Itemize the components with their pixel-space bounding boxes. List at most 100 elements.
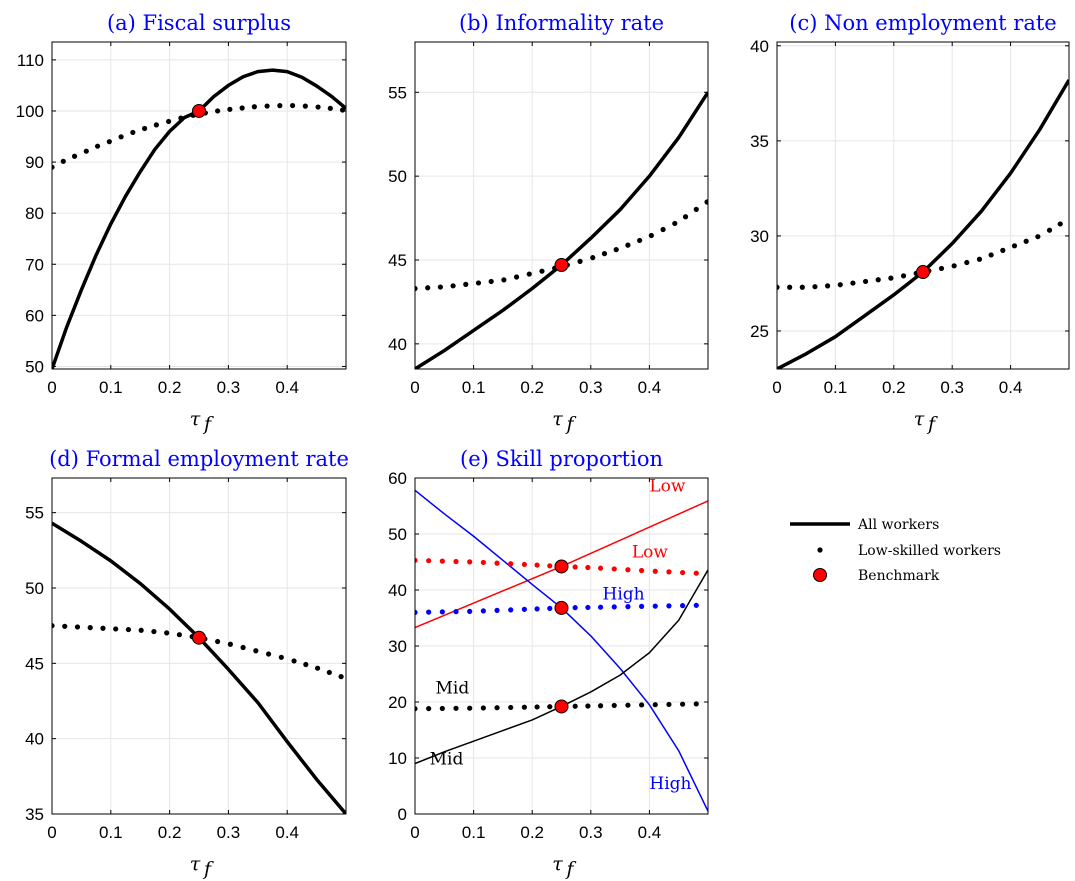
annotation-low: Low	[649, 476, 686, 496]
series-dot-black	[138, 627, 144, 633]
series-dot-black	[415, 285, 418, 292]
series-dot-black	[94, 143, 101, 149]
series-dot-black	[1011, 243, 1018, 249]
series-dot-red	[693, 570, 699, 576]
series-dot-black	[680, 701, 686, 707]
benchmark-marker	[916, 265, 930, 280]
series-dot-blue	[453, 609, 459, 615]
x-axis-label: τ	[914, 408, 925, 430]
series-dot-blue	[521, 606, 527, 612]
series-dot-black	[327, 105, 333, 111]
series-dot-red	[453, 558, 459, 565]
benchmark-marker	[192, 630, 206, 645]
series-dot-black	[118, 134, 124, 140]
y-tick-label: 40	[750, 37, 769, 56]
x-tick-label: 0.3	[940, 378, 964, 397]
series-dot-black	[597, 703, 604, 709]
y-tick-label: 50	[388, 167, 407, 186]
series-dot-black	[303, 661, 309, 668]
x-tick-label: 0.1	[462, 823, 486, 842]
panel-5: Low Low High Mid Mid High 0 0.1 0.2 0.3 0.4 0 10 20 30…	[388, 447, 709, 880]
legend-marker-low-skilled	[817, 547, 823, 553]
series-dot-blue	[693, 602, 699, 608]
x-axis-label-subscript: f	[202, 413, 214, 435]
legend-label-low-skilled: Low-skilled workers	[858, 543, 1001, 559]
series-dot-black	[613, 247, 619, 253]
series-dot-black	[314, 665, 321, 671]
plot-frame	[414, 41, 709, 370]
series-dot-black	[62, 623, 68, 629]
y-tick-label: 20	[388, 693, 407, 712]
series-dot-black	[508, 704, 514, 711]
series-dot-black	[415, 706, 418, 712]
series-dot-black	[652, 702, 658, 708]
y-tick-label: 40	[25, 730, 44, 749]
series-dot-black	[153, 122, 159, 128]
x-tick-label: 0.1	[824, 378, 848, 397]
series-dot-black	[988, 252, 994, 258]
benchmark-marker	[554, 600, 569, 615]
y-tick-label: 100	[16, 102, 44, 121]
series-dot-black	[577, 258, 583, 264]
x-tick-label: 0.1	[462, 378, 486, 397]
series-dot-black	[526, 271, 532, 277]
series-dot-black	[240, 644, 246, 651]
x-tick-label: 0.2	[158, 823, 182, 842]
series-dot-black	[534, 704, 540, 710]
y-tick-label: 90	[25, 153, 44, 172]
benchmark-marker	[192, 103, 206, 118]
y-tick-label: 0	[398, 805, 407, 824]
series-dot-blue	[439, 609, 445, 615]
series-dot-black	[83, 148, 89, 154]
series-dot-black	[215, 108, 221, 114]
legend-marker-benchmark	[813, 568, 827, 582]
y-tick-label: 45	[388, 251, 407, 270]
series-dot-black	[1057, 221, 1063, 227]
series-dot-blue	[680, 603, 686, 609]
series-dot-black	[52, 623, 55, 629]
series-dot-black	[251, 104, 257, 110]
series-dot-black	[480, 705, 486, 711]
series-dot-black	[900, 273, 907, 279]
x-tick-label: 0	[410, 378, 419, 397]
series-dot-black	[100, 625, 106, 631]
series-dot-blue	[611, 604, 617, 610]
panel-title: (d) Formal employment rate	[49, 447, 349, 471]
series-dot-black	[777, 284, 780, 290]
y-tick-label: 55	[25, 504, 44, 523]
series-dot-black	[426, 705, 432, 712]
series-dot-black	[338, 674, 344, 680]
series-dot-blue	[494, 607, 500, 613]
series-dot-black	[938, 265, 945, 272]
series-dot-black	[1000, 247, 1006, 253]
y-tick-label: 60	[388, 469, 407, 488]
x-tick-label: 0.4	[638, 823, 662, 842]
series-dot-black	[976, 256, 983, 262]
series-dot-black	[585, 703, 591, 709]
series-dot-black	[825, 283, 831, 289]
x-axis-label-subscript: f	[565, 858, 577, 880]
panel-2: 0 0.1 0.2 0.3 0.4 40 45 50 55 (b) Informality rat…	[388, 11, 709, 435]
series-dot-black	[1035, 234, 1041, 240]
panel-3: 0 0.1 0.2 0.3 0.4 25 30 35 40 (c) Non employment …	[750, 11, 1070, 435]
series-dot-black	[166, 118, 172, 125]
y-tick-label: 80	[25, 204, 44, 223]
y-tick-label: 30	[750, 227, 769, 246]
series-dot-black	[265, 651, 272, 657]
series-dot-blue	[625, 604, 631, 610]
x-tick-label: 0	[772, 378, 781, 397]
series-dot-black	[837, 282, 843, 288]
series-dot-blue	[572, 605, 578, 611]
plot-frame	[51, 477, 347, 815]
series-dot-black	[425, 285, 431, 291]
series-dot-black	[1023, 238, 1029, 244]
x-tick-label: 0.2	[520, 378, 544, 397]
series-dot-red	[521, 561, 527, 568]
series-dot-black	[437, 284, 443, 290]
series-dot-black	[52, 164, 55, 170]
y-tick-label: 35	[750, 132, 769, 151]
series-dot-black	[964, 259, 970, 266]
annotation-mid: Mid	[430, 750, 464, 770]
legend-label-benchmark: Benchmark	[858, 568, 940, 584]
